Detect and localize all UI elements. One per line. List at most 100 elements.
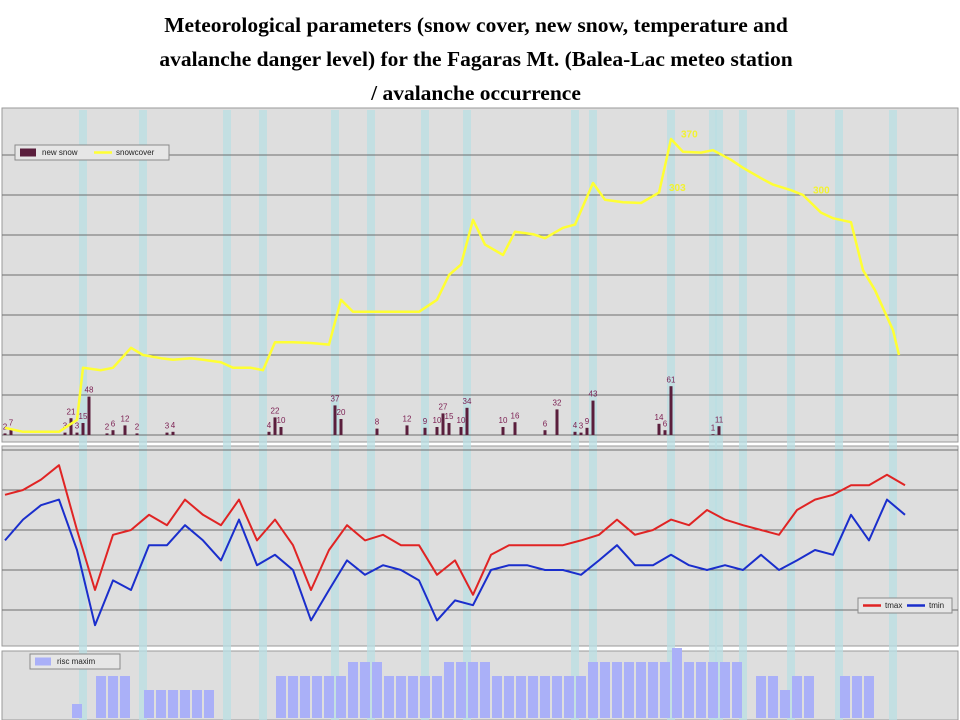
data-label: 22 <box>271 407 280 416</box>
data-label: 9 <box>585 417 590 426</box>
bar <box>408 676 418 718</box>
bar <box>657 423 661 435</box>
bar <box>708 662 718 718</box>
data-label: 10 <box>457 416 466 425</box>
bar <box>333 405 337 435</box>
bar <box>69 418 73 435</box>
bar <box>852 676 862 718</box>
data-label: 9 <box>423 417 428 426</box>
data-label: 12 <box>121 415 130 424</box>
data-label: 14 <box>655 413 664 422</box>
avalanche-band <box>787 110 795 720</box>
bar <box>87 396 91 435</box>
bar <box>840 676 850 718</box>
bar <box>513 422 517 435</box>
data-label: 11 <box>715 415 724 424</box>
legend-swatch <box>35 657 51 666</box>
bar <box>660 662 670 718</box>
bar <box>63 432 67 435</box>
data-label: 37 <box>331 395 340 404</box>
bar <box>339 419 343 435</box>
legend-box <box>14 144 170 161</box>
data-label: 3 <box>165 422 170 431</box>
bar <box>792 676 802 718</box>
bar <box>276 676 286 718</box>
bar <box>516 676 526 718</box>
bar <box>441 413 445 435</box>
bar <box>75 432 79 435</box>
bar <box>120 676 130 718</box>
bar <box>105 433 109 435</box>
avalanche-band <box>259 110 267 720</box>
bar <box>168 690 178 718</box>
bar <box>468 662 478 718</box>
bar <box>447 423 451 435</box>
bar <box>591 400 595 435</box>
bar <box>72 704 82 718</box>
bar <box>540 676 550 718</box>
data-label: 2 <box>105 423 110 432</box>
legend-box <box>29 653 121 670</box>
bar <box>543 430 547 435</box>
bar <box>384 676 394 718</box>
bar <box>444 662 454 718</box>
legend-swatch <box>20 148 36 157</box>
bar <box>348 662 358 718</box>
avalanche-band <box>739 110 747 720</box>
data-label: 34 <box>463 397 472 406</box>
avalanche-band <box>571 110 579 720</box>
bar <box>492 676 502 718</box>
data-label: 300 <box>813 186 830 197</box>
line <box>4 498 906 627</box>
bar <box>564 676 574 718</box>
data-label: 27 <box>439 403 448 412</box>
bar <box>420 676 430 718</box>
bar <box>81 423 85 435</box>
bar <box>711 434 715 435</box>
data-label: 21 <box>67 407 76 416</box>
bar <box>501 427 505 435</box>
bar <box>405 425 409 435</box>
bar <box>612 662 622 718</box>
bar <box>585 427 589 435</box>
bar <box>579 432 583 435</box>
bar <box>108 676 118 718</box>
bar <box>423 427 427 435</box>
data-label: 10 <box>277 416 286 425</box>
bar <box>672 648 682 718</box>
bar <box>165 432 169 435</box>
bar <box>573 431 577 435</box>
bar <box>864 676 874 718</box>
bar <box>696 662 706 718</box>
title-line: Meteorological parameters (snow cover, n… <box>164 13 788 37</box>
bar <box>267 431 271 435</box>
bar <box>111 430 115 435</box>
data-label: 6 <box>663 419 668 428</box>
legend-label: snowcover <box>116 148 155 157</box>
bar <box>528 676 538 718</box>
bar <box>480 662 490 718</box>
bar <box>717 426 721 435</box>
bar <box>360 662 370 718</box>
title-line: / avalanche occurrence <box>370 81 581 105</box>
data-label: 15 <box>79 412 88 421</box>
data-label: 20 <box>337 408 346 417</box>
avalanche-band <box>139 110 147 720</box>
bar <box>324 676 334 718</box>
line <box>4 137 901 434</box>
legend-label: new snow <box>42 148 78 157</box>
data-label: 4 <box>267 421 272 430</box>
bar <box>156 690 166 718</box>
bar <box>504 676 514 718</box>
data-label: 1 <box>711 423 716 432</box>
bar <box>279 427 283 435</box>
data-label: 303 <box>669 183 686 194</box>
avalanche-band <box>421 110 429 720</box>
bar <box>459 427 463 435</box>
bar <box>312 676 322 718</box>
bar <box>3 433 7 435</box>
bar <box>684 662 694 718</box>
bar <box>576 676 586 718</box>
legend-label: tmax <box>885 601 902 610</box>
